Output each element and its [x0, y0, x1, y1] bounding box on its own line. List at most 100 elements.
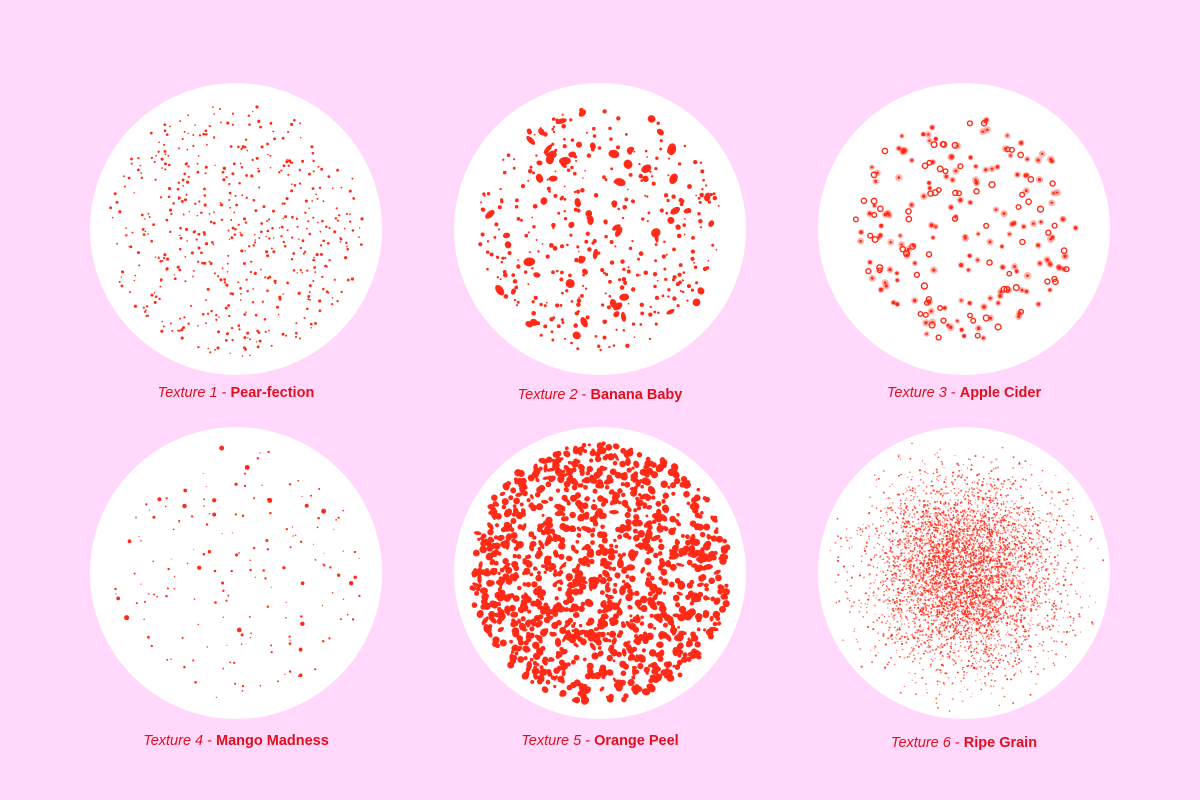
speck [603, 219, 608, 224]
speck [930, 552, 932, 555]
speck [707, 200, 712, 204]
speck [351, 618, 355, 621]
speck [1089, 595, 1091, 597]
blob [517, 639, 524, 646]
speck [266, 548, 269, 551]
blob [627, 604, 633, 610]
speck [552, 130, 556, 134]
speck [528, 632, 535, 639]
speck [560, 457, 564, 461]
speck [698, 218, 703, 224]
speck [1006, 582, 1009, 585]
speck [890, 510, 892, 512]
speck [965, 637, 968, 640]
speck [164, 153, 167, 156]
speck [1010, 534, 1013, 537]
speck [911, 584, 914, 587]
blob [584, 496, 590, 502]
speck [944, 478, 947, 481]
speck [310, 494, 313, 497]
speck [658, 576, 663, 581]
speck [969, 499, 972, 502]
speck [961, 576, 963, 579]
speck [905, 533, 908, 535]
speck [513, 497, 520, 505]
speck [337, 516, 340, 519]
speck [340, 186, 343, 189]
speck [660, 480, 668, 488]
speck [317, 221, 319, 224]
speck [165, 267, 169, 271]
speck [936, 646, 939, 648]
speck [197, 623, 200, 626]
speck [1029, 549, 1031, 552]
speck [576, 302, 581, 307]
blob [480, 539, 488, 547]
speck [938, 563, 940, 565]
speck [621, 276, 627, 282]
speck [1015, 632, 1018, 635]
speck [953, 488, 955, 490]
speck [288, 642, 292, 645]
speck [152, 560, 154, 563]
speck [1010, 678, 1013, 681]
speck [962, 530, 965, 533]
blob [599, 686, 605, 692]
speck [243, 313, 247, 316]
speck [549, 317, 554, 322]
speck [678, 197, 683, 203]
speck [577, 533, 581, 538]
speck [915, 541, 918, 544]
speck [179, 247, 182, 251]
speck [1019, 238, 1026, 246]
speck [1005, 570, 1008, 573]
blob [709, 615, 714, 622]
speck [1051, 608, 1053, 611]
speck [979, 529, 982, 532]
speck [1019, 191, 1026, 198]
speck [606, 305, 611, 310]
speck [140, 172, 143, 174]
speck [125, 234, 128, 237]
speck [914, 546, 916, 549]
blob [611, 200, 618, 207]
blob [566, 501, 571, 506]
speck [563, 197, 567, 201]
speck [501, 256, 505, 260]
speck [1024, 479, 1027, 481]
speck [704, 587, 708, 591]
speck [909, 545, 912, 547]
speck [639, 323, 643, 326]
speck [993, 541, 996, 544]
speck [981, 544, 983, 547]
speck [566, 168, 571, 173]
speck [118, 280, 121, 283]
speck [494, 568, 498, 571]
speck [535, 154, 538, 157]
blob [614, 226, 623, 237]
speck [1017, 524, 1020, 527]
speck [1044, 617, 1046, 620]
speck [681, 656, 688, 663]
speck [157, 150, 160, 153]
speck [924, 619, 927, 621]
speck [222, 166, 226, 170]
speck [697, 196, 701, 200]
speck [931, 594, 934, 596]
blob [693, 592, 700, 599]
blob [596, 467, 603, 477]
speck [1028, 525, 1030, 527]
speck [555, 118, 559, 122]
speck [1008, 232, 1011, 236]
speck [1001, 583, 1004, 585]
blob [497, 626, 504, 633]
speck [529, 165, 533, 169]
speck [961, 575, 963, 578]
speck [878, 233, 883, 238]
speck [981, 524, 984, 526]
speck [247, 337, 249, 339]
speck [247, 114, 251, 117]
speck [249, 270, 253, 274]
speck [290, 257, 294, 261]
blob [611, 637, 617, 645]
